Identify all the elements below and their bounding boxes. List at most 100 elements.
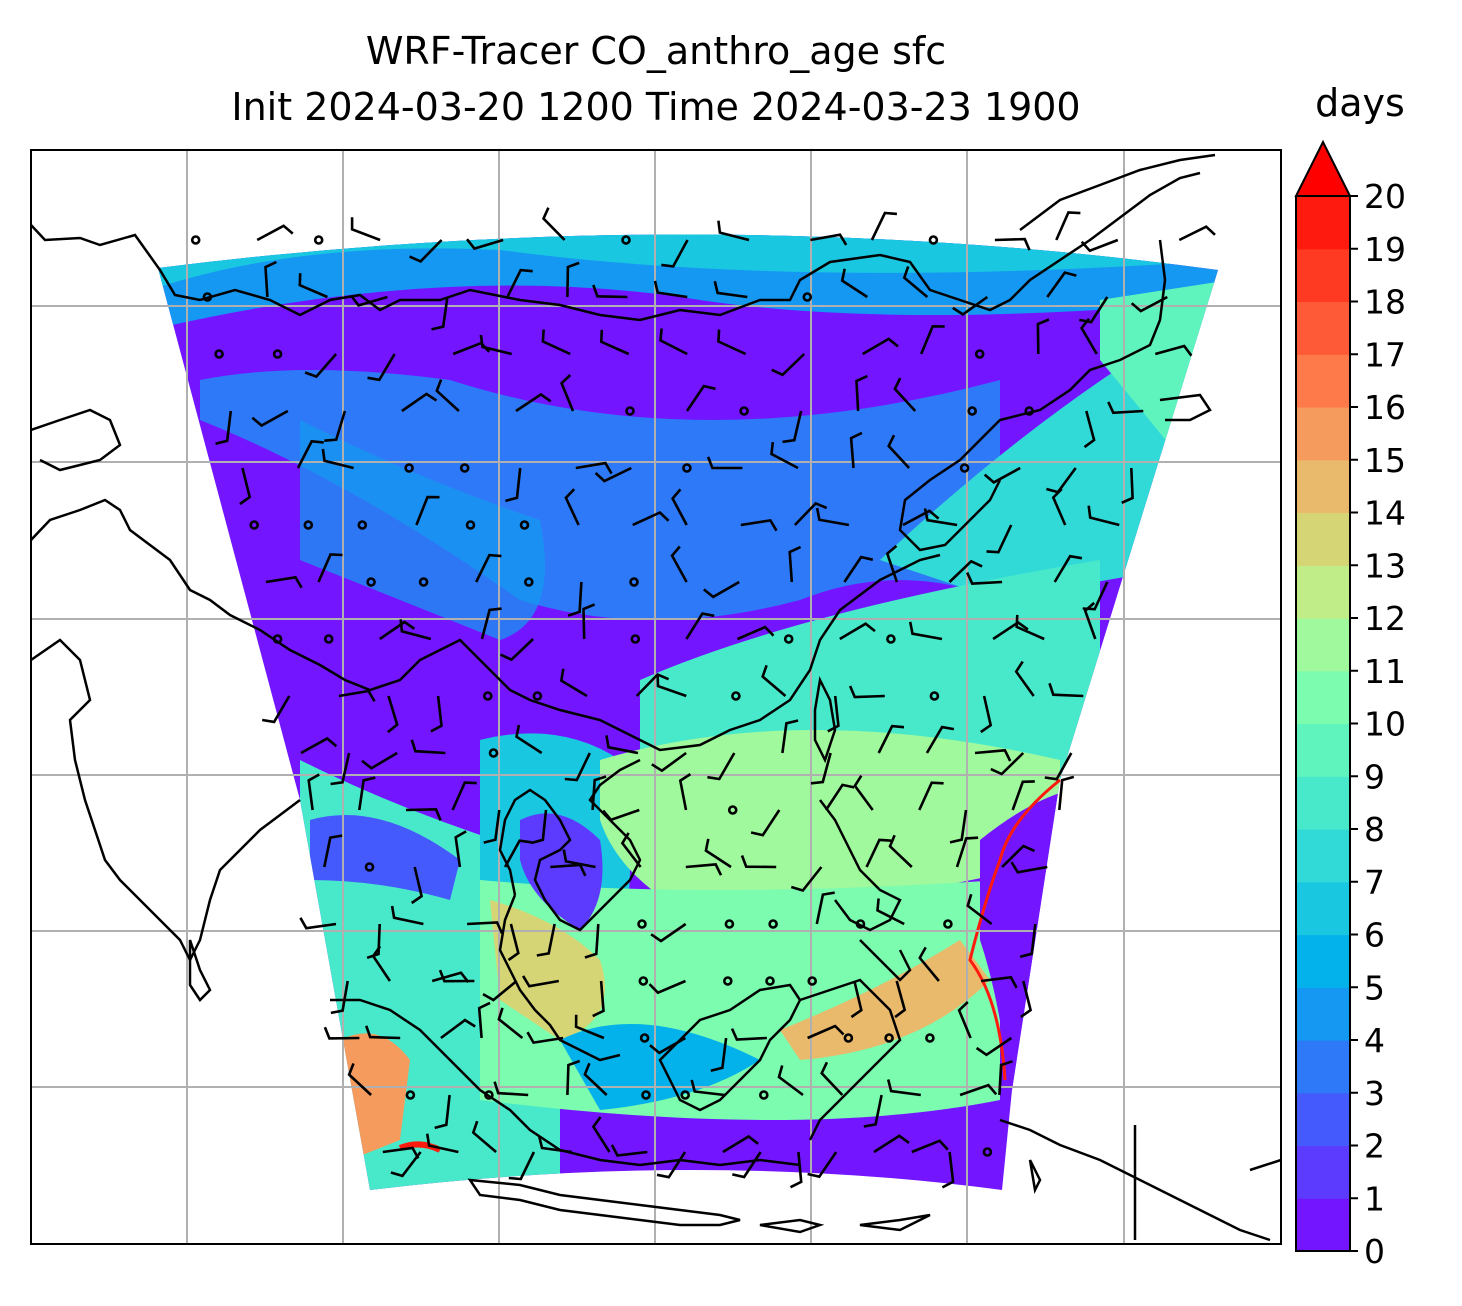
calm-wind-circle	[724, 919, 735, 929]
wind-barb	[885, 544, 899, 583]
colorbar-tick-label: 2	[1364, 1127, 1385, 1166]
colorbar-extend-arrow	[1294, 139, 1352, 197]
calm-wind-circle	[303, 520, 314, 530]
calm-wind-circle	[727, 805, 738, 815]
calm-wind-circle	[404, 463, 414, 473]
wind-barb	[1053, 554, 1083, 583]
wind-barb	[471, 1120, 497, 1153]
wind-barb	[740, 518, 778, 532]
wind-barb	[347, 1063, 372, 1096]
wind-barb	[379, 620, 416, 641]
wind-barb	[599, 329, 630, 356]
wind-barb	[966, 572, 1003, 585]
calm-wind-circle	[488, 748, 499, 758]
wind-barb	[902, 265, 929, 298]
calm-wind-circle	[843, 1033, 854, 1043]
wind-barb	[1083, 410, 1096, 449]
wind-barb	[566, 1059, 581, 1096]
colorbar-unit-label: days	[1315, 81, 1405, 125]
wind-barb	[560, 374, 575, 412]
wind-barb	[815, 507, 850, 527]
colorbar-segment	[1296, 987, 1350, 1041]
colorbar-tick-label: 15	[1364, 441, 1406, 480]
calm-wind-circle	[680, 1090, 691, 1100]
colorbar-segment	[1296, 776, 1350, 830]
wind-barb	[713, 280, 748, 299]
wind-barb	[911, 1139, 949, 1154]
colorbar-segment	[1296, 407, 1350, 461]
calm-wind-circle	[884, 1033, 894, 1043]
wind-barb	[415, 495, 440, 526]
colorbar-tick-label: 18	[1364, 283, 1406, 322]
wind-barb	[592, 980, 605, 1018]
colorbar-tick-label: 17	[1364, 335, 1406, 374]
wind-barb	[350, 217, 381, 242]
calm-wind-circle	[855, 919, 866, 929]
colorbar-tick-label: 20	[1364, 177, 1406, 216]
wind-barb	[918, 781, 944, 811]
wind-barb	[781, 719, 799, 754]
calm-wind-circle	[807, 976, 818, 986]
wind-barb	[974, 748, 1012, 762]
wind-barb	[840, 268, 869, 299]
colorbar-segment	[1296, 829, 1350, 883]
wind-barb	[685, 863, 723, 876]
wind-barb	[299, 917, 337, 930]
calm-wind-circle	[768, 919, 778, 929]
wind-barb	[865, 838, 892, 868]
colorbar-segment	[1296, 354, 1350, 408]
wind-barb	[366, 923, 381, 960]
calm-wind-circle	[982, 1147, 993, 1157]
colorbar-segment	[1296, 670, 1350, 725]
wind-barb	[605, 735, 639, 755]
wind-barb	[750, 809, 781, 837]
wind-barb	[304, 353, 338, 379]
wind-barb	[732, 1151, 762, 1179]
wind-barb	[959, 1083, 998, 1097]
colorbar-segment	[1296, 196, 1350, 250]
calm-wind-circle	[482, 691, 493, 701]
wind-barb	[788, 545, 802, 583]
colorbar-tick-label: 5	[1364, 968, 1385, 1007]
calm-wind-circle	[214, 349, 224, 359]
wind-barb	[521, 975, 560, 988]
wind-barb	[483, 809, 501, 844]
calm-wind-circle	[313, 235, 324, 245]
wind-barb	[656, 674, 687, 698]
wind-barb	[536, 923, 556, 957]
map-area	[31, 150, 1281, 1244]
calm-wind-circle	[621, 235, 631, 245]
calm-wind-circle	[1024, 406, 1034, 416]
wind-barb	[410, 739, 446, 755]
calm-wind-circle	[364, 862, 375, 872]
wind-barb	[790, 866, 823, 893]
colorbar-tick-label: 0	[1364, 1232, 1385, 1271]
wind-barb	[530, 809, 548, 845]
wind-barb	[980, 695, 993, 734]
wind-barb	[499, 638, 534, 662]
calm-wind-circle	[641, 1090, 651, 1100]
wind-barb	[497, 1007, 524, 1040]
wind-barb	[966, 893, 993, 926]
calm-wind-circle	[249, 520, 259, 530]
wind-barb	[575, 461, 613, 475]
wind-barb	[918, 946, 940, 982]
calm-wind-circle	[625, 406, 635, 416]
calm-wind-circle	[418, 577, 429, 587]
wind-barb	[364, 1025, 401, 1040]
wind-barb	[1020, 980, 1033, 1019]
wind-barb	[493, 1081, 529, 1097]
calm-wind-circle	[943, 919, 953, 929]
wind-barb	[431, 296, 449, 331]
wind-barb	[685, 612, 715, 640]
wind-barb	[702, 580, 740, 599]
wind-barb	[399, 619, 432, 641]
wind-barb	[710, 1037, 728, 1072]
colorbar-tick-label: 16	[1364, 388, 1406, 427]
wind-barb	[862, 337, 899, 356]
wind-barb	[307, 773, 320, 811]
colorbar-tick-label: 1	[1364, 1179, 1385, 1218]
colorbar-segment	[1296, 1040, 1350, 1094]
wind-barb	[1079, 296, 1109, 324]
